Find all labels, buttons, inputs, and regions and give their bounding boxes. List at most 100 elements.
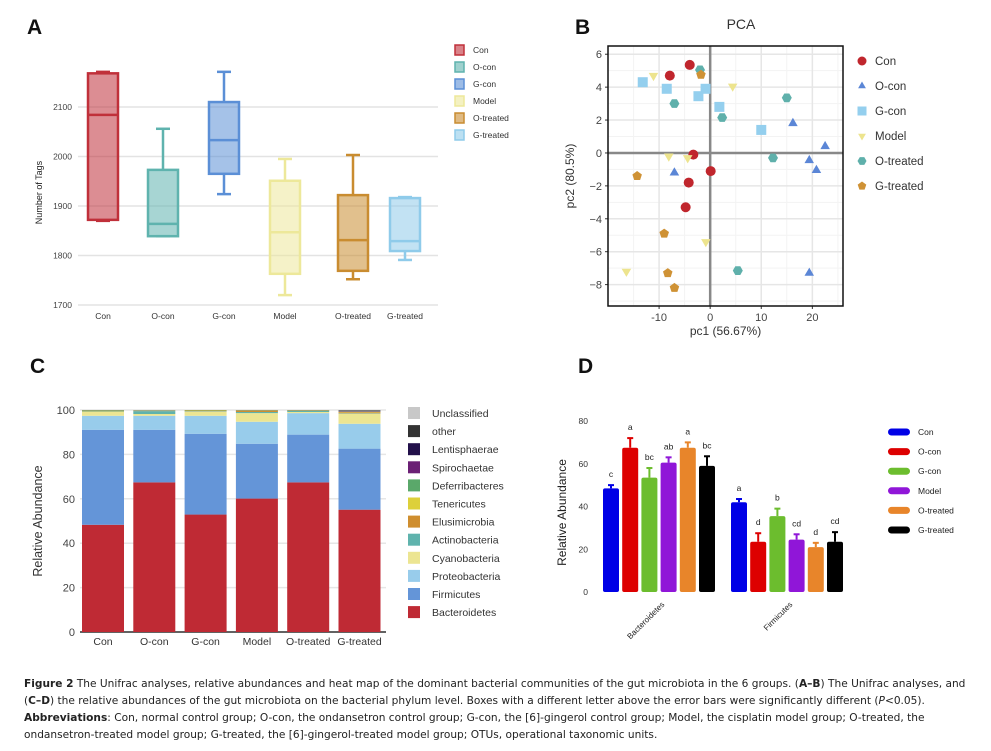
legend-label: Elusimicrobia [432, 517, 495, 529]
data-point [701, 239, 711, 248]
data-point [811, 164, 822, 173]
data-point [693, 91, 704, 102]
bar-segment-elusimicrobia [235, 410, 278, 412]
x-tick-label: O-con [151, 311, 174, 321]
chart-title: PCA [727, 16, 756, 32]
legend-swatch [408, 479, 420, 492]
data-point [714, 101, 725, 112]
data-point [669, 282, 680, 292]
data-point [804, 154, 814, 164]
bar-segment-cyanobacteria [235, 413, 278, 422]
x-axis-label: pc1 (56.67%) [690, 324, 761, 338]
data-point [682, 155, 693, 164]
legend-swatch [888, 506, 910, 514]
legend-marker [857, 56, 867, 66]
series-model [621, 72, 738, 277]
bar-segment-firmicutes [287, 434, 330, 483]
bar-segment-firmicutes [338, 448, 381, 510]
legend-label: G-con [473, 79, 496, 89]
bar-firmicutes-o-con [750, 532, 767, 592]
data-point [659, 228, 669, 238]
legend-label: Spirochaetae [432, 462, 494, 474]
plot-border [607, 45, 844, 307]
legend-label: Unclassified [432, 408, 489, 420]
y-tick-label: 2100 [53, 102, 72, 112]
x-tick-label: G-con [212, 311, 235, 321]
y-tick-label: −8 [589, 280, 602, 292]
bar [679, 447, 696, 592]
data-point [781, 93, 792, 103]
bar-firmicutes-model [788, 533, 805, 592]
legend-swatch [408, 425, 420, 438]
y-tick-label: 100 [57, 405, 75, 417]
data-point [768, 153, 778, 163]
box-g-treated [388, 195, 422, 262]
legend-swatch [454, 78, 465, 90]
data-point [632, 171, 642, 180]
bar-segment-other [338, 410, 381, 411]
series-g-con [637, 77, 767, 135]
legend-swatch [408, 407, 420, 419]
x-tick-label: Bacteroidetes [625, 600, 666, 641]
data-point [700, 83, 711, 94]
legend-swatch [454, 95, 465, 107]
box-model [268, 157, 302, 297]
legend-label: G-treated [473, 130, 509, 140]
data-point [756, 124, 767, 135]
stacked-bar-o-con [133, 410, 176, 632]
y-tick-label: 20 [63, 583, 75, 595]
x-tick-label: Model [273, 311, 296, 321]
bar-firmicutes-g-con [769, 507, 786, 592]
legend-label: G-con [918, 466, 941, 476]
legend-label: Con [875, 56, 896, 68]
caption-panel-ref: A–B [798, 678, 821, 690]
data-point [680, 202, 691, 213]
legend-swatch [888, 487, 910, 495]
y-tick-label: 1700 [53, 300, 72, 310]
bar-segment-firmicutes [82, 429, 124, 525]
data-point [661, 83, 672, 94]
x-tick-label: Con [95, 311, 111, 321]
stacked-bar-con [82, 410, 124, 632]
bar-segment-bacteroidetes [235, 498, 278, 632]
bar-segment-actinobacteria [287, 410, 330, 412]
x-tick-label: 10 [755, 312, 767, 324]
bar [603, 488, 619, 592]
y-tick-label: 40 [63, 538, 75, 550]
y-axis-label: Relative Abundance [555, 459, 569, 566]
box-iqr [207, 100, 241, 176]
caption-text: ) The Unifrac analyses, and [820, 678, 966, 690]
bar-firmicutes-o-treated [807, 541, 824, 592]
figure-label: Figure 2 [24, 678, 74, 690]
x-tick-label: G-treated [387, 311, 423, 321]
significance-letter: c [609, 469, 614, 479]
legend-label: O-treated [918, 505, 954, 515]
legend-label: G-con [875, 106, 906, 118]
bar [699, 465, 715, 592]
data-point [684, 59, 695, 70]
legend-swatch [408, 443, 420, 456]
data-point [705, 166, 716, 177]
caption-text: <0.05). [884, 695, 925, 707]
legend-label: Tenericutes [432, 499, 486, 511]
caption-line-1: Figure 2 The Unifrac analyses, relative … [24, 676, 974, 710]
x-tick-label: 20 [806, 312, 818, 324]
legend-label: G-treated [875, 181, 924, 193]
legend-swatch [408, 461, 420, 474]
bar [731, 502, 747, 592]
bar [769, 516, 786, 592]
y-tick-label: 0 [596, 148, 602, 160]
series-g-treated [632, 69, 706, 292]
y-axis-label: Number of Tags [34, 160, 44, 224]
bar-segment-bacteroidetes [287, 482, 330, 632]
series-con [664, 59, 716, 213]
legend-label: Deferribacteres [432, 480, 504, 492]
y-tick-label: −6 [589, 247, 602, 259]
y-tick-label: 40 [579, 502, 589, 512]
data-point [732, 266, 743, 275]
data-point [788, 117, 798, 127]
caption-text: The Unifrac analyses, relative abundance… [73, 678, 799, 690]
x-tick-label: O-con [140, 636, 169, 648]
